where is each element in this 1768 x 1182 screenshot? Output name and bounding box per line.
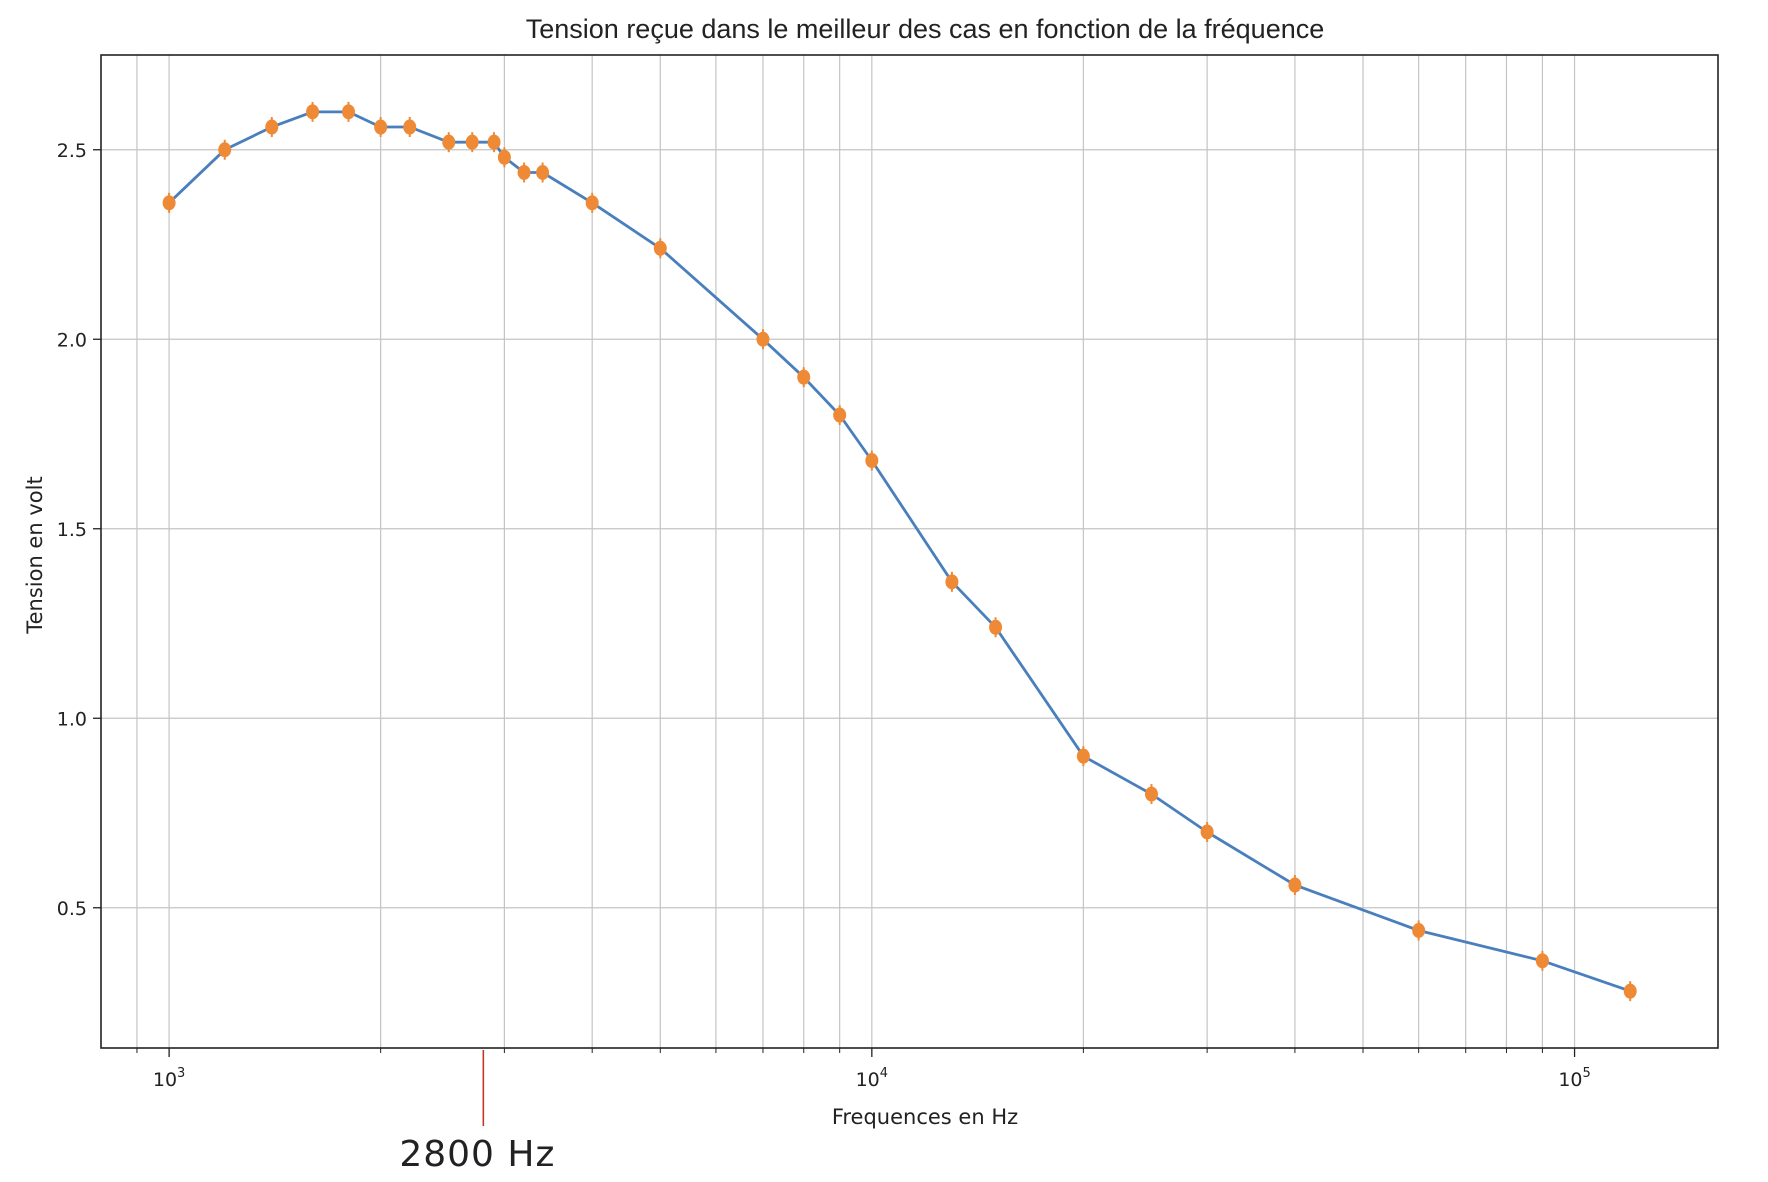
series-line xyxy=(168,110,1631,993)
data-point xyxy=(536,164,550,180)
data-point xyxy=(374,119,388,135)
y-tick-label: 1.0 xyxy=(57,708,87,730)
data-point xyxy=(1623,983,1637,999)
data-point xyxy=(218,142,232,158)
data-point xyxy=(1535,953,1549,969)
data-point xyxy=(403,119,417,135)
data-point xyxy=(487,134,501,150)
data-point xyxy=(162,195,176,211)
data-point xyxy=(1288,877,1302,893)
data-point xyxy=(945,574,959,590)
annotations: 2800 Hz xyxy=(399,1050,555,1175)
x-tick-label-exponent: 5 xyxy=(1583,1066,1591,1081)
x-axis-label: Frequences en Hz xyxy=(832,1105,1018,1129)
data-point xyxy=(442,134,456,150)
data-point xyxy=(1076,748,1090,764)
data-point xyxy=(756,331,770,347)
x-tick-label: 105 xyxy=(1558,1066,1590,1091)
x-tick-label: 103 xyxy=(153,1066,185,1091)
y-tick-label: 2.5 xyxy=(57,140,87,162)
plot-frame xyxy=(100,54,1719,1049)
y-axis-label: Tension en volt xyxy=(23,476,47,634)
chart-title: Tension reçue dans le meilleur des cas e… xyxy=(526,14,1325,44)
series xyxy=(162,101,1637,1002)
data-point xyxy=(1200,824,1214,840)
data-point xyxy=(306,104,320,120)
data-point xyxy=(465,134,479,150)
data-point xyxy=(1144,786,1158,802)
data-point xyxy=(265,119,279,135)
data-point xyxy=(1412,923,1426,939)
data-point xyxy=(865,453,879,469)
x-tick-label-exponent: 4 xyxy=(880,1066,888,1081)
data-point xyxy=(341,104,355,120)
y-tick-label: 0.5 xyxy=(57,898,87,920)
x-tick-label-exponent: 3 xyxy=(177,1066,185,1081)
data-point xyxy=(989,619,1003,635)
data-point xyxy=(833,407,847,423)
y-tick-label: 1.5 xyxy=(57,519,87,541)
x-tick-label-base: 10 xyxy=(153,1069,177,1091)
x-tick-label-base: 10 xyxy=(856,1069,880,1091)
data-point xyxy=(585,195,599,211)
data-point xyxy=(517,164,531,180)
data-point xyxy=(797,369,811,385)
x-tick-label-base: 10 xyxy=(1558,1069,1582,1091)
data-point xyxy=(653,240,667,256)
grid xyxy=(101,55,1718,1048)
y-tick-label: 2.0 xyxy=(57,329,87,351)
x-tick-label: 104 xyxy=(856,1066,888,1091)
data-point xyxy=(497,149,511,165)
annotation-label: 2800 Hz xyxy=(399,1134,555,1175)
